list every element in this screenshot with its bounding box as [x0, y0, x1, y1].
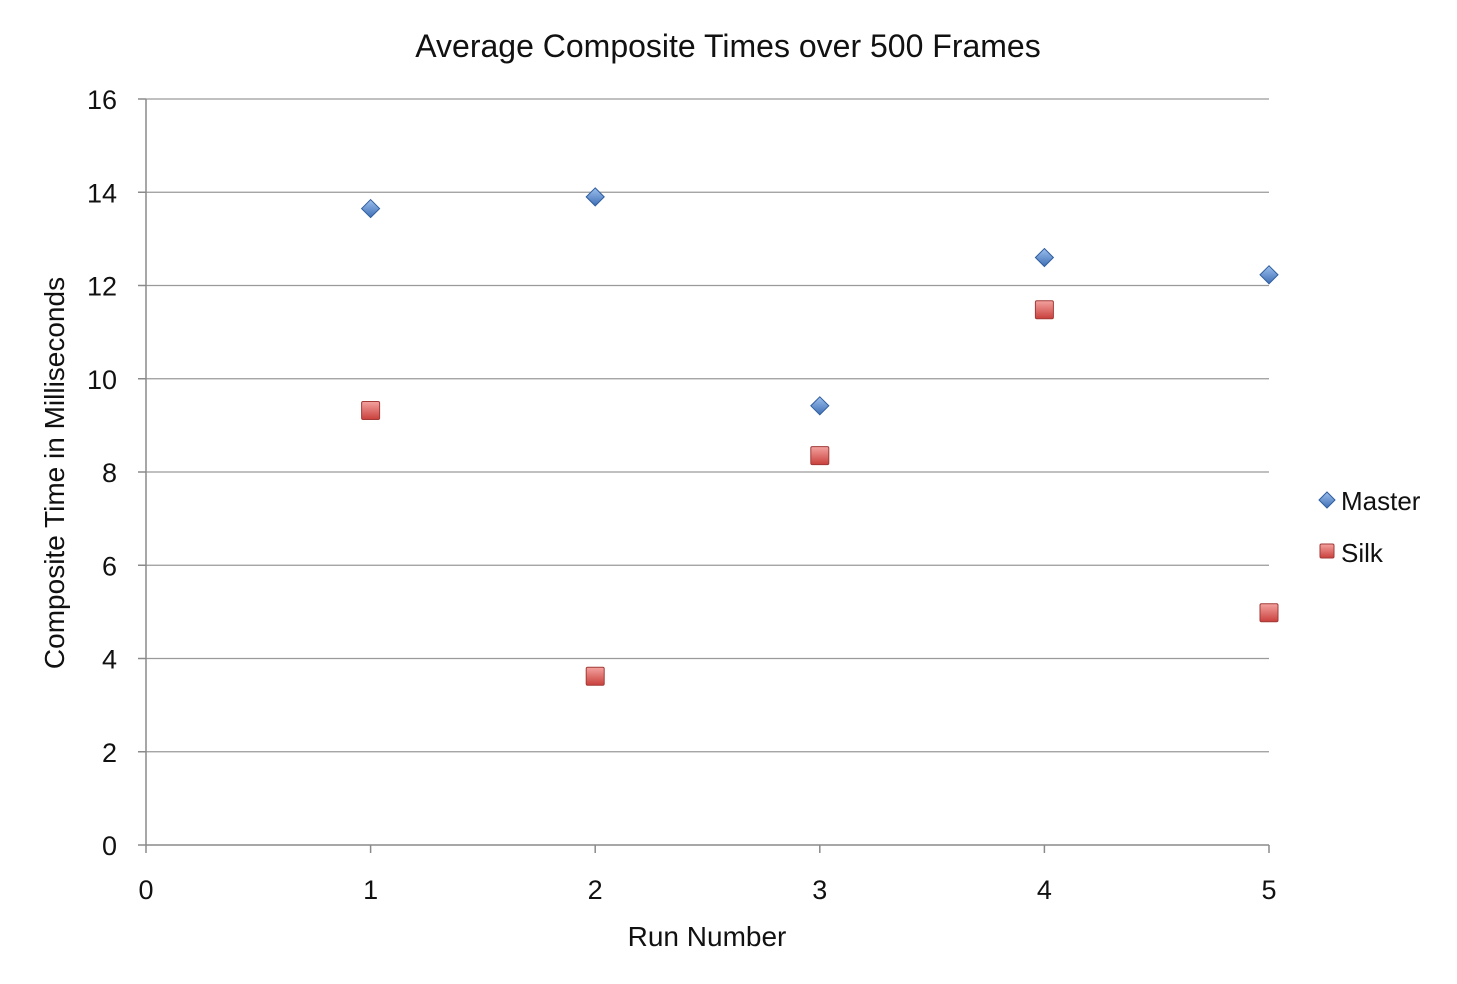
- y-tick-label: 2: [102, 738, 117, 768]
- y-tick-label: 8: [102, 458, 117, 488]
- legend-marker-master: [1318, 491, 1336, 509]
- y-tick-labels: 0 2 4 6 8 10 12 14 16: [87, 85, 117, 861]
- x-tick-labels: 0 1 2 3 4 5: [138, 875, 1276, 905]
- master-point: [360, 198, 381, 219]
- y-tick-label: 4: [102, 645, 117, 675]
- silk-point: [810, 446, 830, 466]
- x-tick-label: 3: [812, 875, 827, 905]
- master-point: [810, 396, 830, 416]
- y-tick-label: 0: [102, 831, 117, 861]
- master-point: [1034, 247, 1055, 268]
- y-tick-label: 14: [87, 178, 117, 208]
- series-master: [360, 187, 1279, 416]
- x-tick-label: 2: [588, 875, 603, 905]
- legend-item-master: Master: [1318, 486, 1421, 516]
- gridlines: [146, 98, 1269, 753]
- legend-marker-silk: [1319, 543, 1335, 559]
- legend-item-silk: Silk: [1319, 538, 1384, 568]
- silk-point: [1259, 603, 1279, 623]
- series-silk: [361, 300, 1279, 686]
- data-points: [360, 187, 1279, 686]
- y-tick-label: 10: [87, 365, 117, 395]
- x-tick-label: 1: [363, 875, 378, 905]
- y-tick-label: 12: [87, 272, 117, 302]
- y-tick-label: 16: [87, 85, 117, 115]
- silk-point: [361, 400, 381, 420]
- x-tick-label: 5: [1261, 875, 1276, 905]
- chart-title: Average Composite Times over 500 Frames: [415, 28, 1040, 64]
- x-axis-label: Run Number: [628, 921, 787, 952]
- y-tick-label: 6: [102, 551, 117, 581]
- legend-label-master: Master: [1341, 486, 1421, 516]
- x-tick-label: 4: [1037, 875, 1052, 905]
- master-point: [1259, 265, 1279, 285]
- x-tick-label: 0: [138, 875, 153, 905]
- legend: Master Silk: [1318, 486, 1421, 568]
- silk-point: [585, 666, 605, 686]
- y-axis-label: Composite Time in Milliseconds: [39, 277, 70, 669]
- legend-label-silk: Silk: [1341, 538, 1384, 568]
- silk-point: [1034, 300, 1054, 320]
- master-point: [585, 187, 605, 207]
- axes: [138, 98, 1270, 853]
